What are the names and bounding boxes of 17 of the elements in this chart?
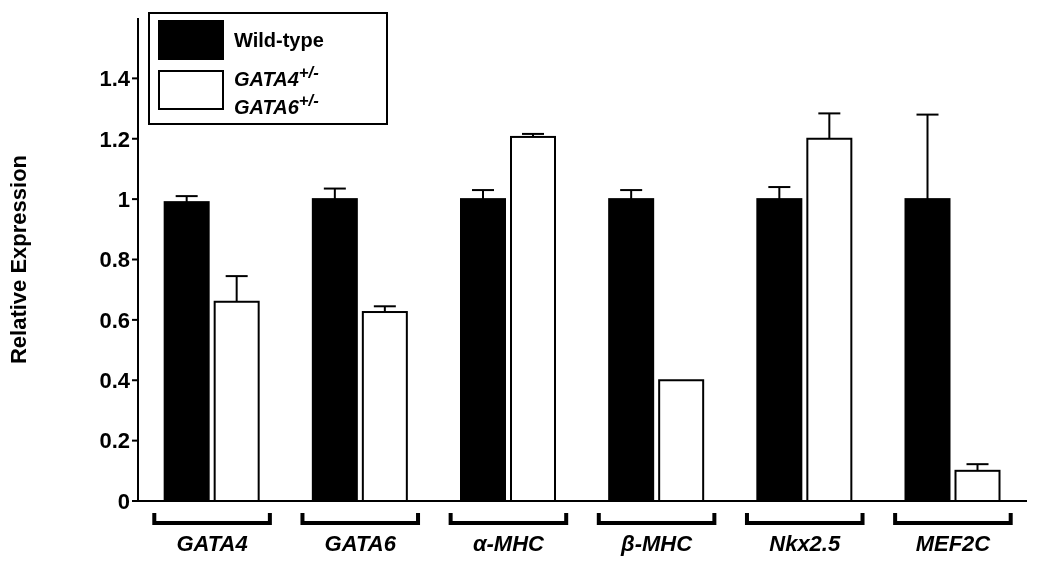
y-tick-label: 1.4 (99, 66, 131, 92)
x-tick-label: GATA6 (324, 531, 397, 556)
x-tick-label: Nkx2.5 (769, 531, 841, 556)
x-tick-label: MEF2C (915, 531, 992, 556)
x-tick-label: GATA4 (176, 531, 248, 556)
y-axis-title: Relative Expression (5, 154, 31, 365)
y-tick-label: 1 (117, 186, 130, 212)
legend-label: GATA4$^{+/-}$ GATA6$^{+/-}$ (234, 63, 319, 118)
x-tick-label: β-MHC (620, 531, 694, 556)
y-tick-label: 0.4 (99, 368, 131, 394)
x-tick-label: α-MHC (472, 531, 546, 556)
legend-label: Wild-type (234, 29, 324, 51)
y-tick-label: 0.2 (99, 428, 130, 454)
y-tick-label: 1.2 (99, 126, 130, 152)
y-tick-label: 0.8 (99, 247, 130, 273)
y-tick-label: 0.6 (99, 307, 130, 333)
y-tick-label: 0 (117, 488, 130, 514)
